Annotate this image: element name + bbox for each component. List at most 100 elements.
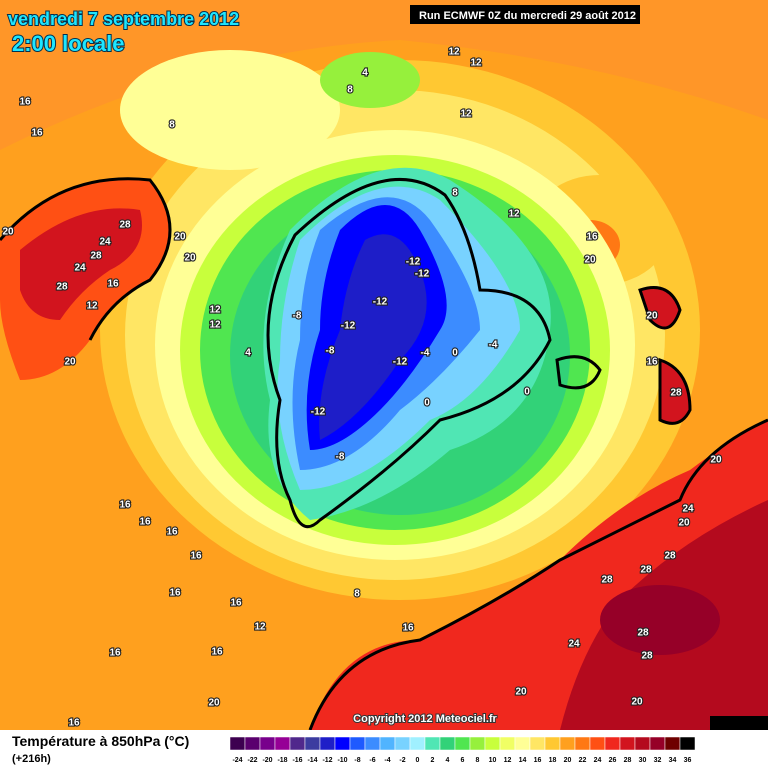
scale-swatch: [514, 736, 531, 751]
scale-tick-label: 2: [431, 757, 435, 764]
contour-label: 12: [508, 209, 520, 220]
scale-swatch: [394, 736, 411, 751]
scale-swatch: [589, 736, 606, 751]
scale-tick-label: 10: [489, 757, 497, 764]
scale-swatch: [649, 736, 666, 751]
scale-swatch: [274, 736, 291, 751]
contour-label: 16: [646, 357, 658, 368]
scale-swatch: [424, 736, 441, 751]
contour-label: 16: [109, 648, 121, 659]
contour-label: 12: [209, 305, 221, 316]
contour-label: 28: [664, 551, 676, 562]
contour-label: 16: [68, 718, 80, 729]
scale-tick-label: 16: [534, 757, 542, 764]
scale-tick-label: 22: [579, 757, 587, 764]
contour-label: 20: [208, 698, 220, 709]
scale-swatch: [634, 736, 651, 751]
contour-label: 20: [584, 255, 596, 266]
scale-tick-label: -4: [384, 757, 390, 764]
scale-tick-label: 26: [609, 757, 617, 764]
contour-label: 20: [174, 232, 186, 243]
scale-swatch: [379, 736, 396, 751]
contour-label: 20: [515, 687, 527, 698]
contour-label: 28: [641, 651, 653, 662]
scale-tick-label: 36: [684, 757, 692, 764]
contour-label: 20: [2, 227, 14, 238]
contour-label: -8: [293, 311, 302, 322]
scale-tick-label: 28: [624, 757, 632, 764]
contour-label: 16: [190, 551, 202, 562]
scale-tick-label: 32: [654, 757, 662, 764]
scale-tick-label: -20: [262, 757, 272, 764]
legend-subtitle: (+216h): [12, 753, 51, 765]
contour-label: 28: [670, 388, 682, 399]
scale-swatch: [229, 736, 246, 751]
forecast-time: 2:00 locale: [12, 31, 125, 56]
scale-swatch: [259, 736, 276, 751]
contour-label: 24: [568, 639, 580, 650]
contour-label: 16: [139, 517, 151, 528]
contour-label: 20: [64, 357, 76, 368]
scale-tick-label: 20: [564, 757, 572, 764]
scale-swatch: [604, 736, 621, 751]
contour-label: 8: [452, 188, 458, 199]
scale-swatch: [304, 736, 321, 751]
scale-swatch: [529, 736, 546, 751]
run-info: Run ECMWF 0Z du mercredi 29 août 2012: [419, 10, 636, 22]
scale-swatch: [454, 736, 471, 751]
contour-label: 28: [119, 220, 131, 231]
scale-swatch: [484, 736, 501, 751]
temperature-field: [0, 0, 768, 730]
contour-label: 24: [74, 263, 86, 274]
scale-swatch: [619, 736, 636, 751]
scale-tick-label: 24: [594, 757, 602, 764]
contour-label: 20: [678, 518, 690, 529]
scale-swatch: [544, 736, 561, 751]
scale-swatch: [334, 736, 351, 751]
scale-swatch: [349, 736, 366, 751]
run-box: [410, 5, 640, 24]
scale-tick-label: 30: [639, 757, 647, 764]
contour-label: 16: [166, 527, 178, 538]
contour-label: 12: [460, 109, 472, 120]
scale-swatch: [244, 736, 261, 751]
contour-label: 0: [452, 348, 458, 359]
contour-label: 28: [601, 575, 613, 586]
forecast-date: vendredi 7 septembre 2012: [8, 9, 239, 29]
scale-swatch: [559, 736, 576, 751]
corner-box: [710, 716, 768, 730]
scale-swatch: [679, 736, 696, 751]
scale-tick-label: -16: [292, 757, 302, 764]
contour-label: -12: [415, 269, 430, 280]
contour-label: 20: [710, 455, 722, 466]
contour-label: -8: [336, 452, 345, 463]
scale-tick-label: 6: [461, 757, 465, 764]
scale-tick-label: -18: [277, 757, 287, 764]
contour-label: -12: [393, 357, 408, 368]
scale-tick-label: 14: [519, 757, 527, 764]
scale-tick-label: 12: [504, 757, 512, 764]
contour-label: 16: [119, 500, 131, 511]
scale-tick-label: 0: [416, 757, 420, 764]
contour-label: 28: [90, 251, 102, 262]
contour-label: 16: [31, 128, 43, 139]
contour-label: 28: [637, 628, 649, 639]
copyright: Copyright 2012 Meteociel.fr: [353, 713, 497, 725]
contour-label: -12: [373, 297, 388, 308]
contour-label: 8: [347, 85, 353, 96]
scale-tick-label: -8: [354, 757, 360, 764]
contour-label: 12: [448, 47, 460, 58]
scale-swatch: [574, 736, 591, 751]
scale-tick-label: 18: [549, 757, 557, 764]
scale-tick-label: -12: [322, 757, 332, 764]
scale-tick-label: -22: [247, 757, 257, 764]
contour-label: 16: [169, 588, 181, 599]
contour-label: 16: [107, 279, 119, 290]
contour-label: -12: [406, 257, 421, 268]
scale-swatch: [364, 736, 381, 751]
scale-tick-label: 8: [476, 757, 480, 764]
contour-label: -4: [421, 348, 430, 359]
legend-title: Température à 850hPa (°C): [12, 733, 189, 749]
contour-label: 4: [245, 348, 251, 359]
